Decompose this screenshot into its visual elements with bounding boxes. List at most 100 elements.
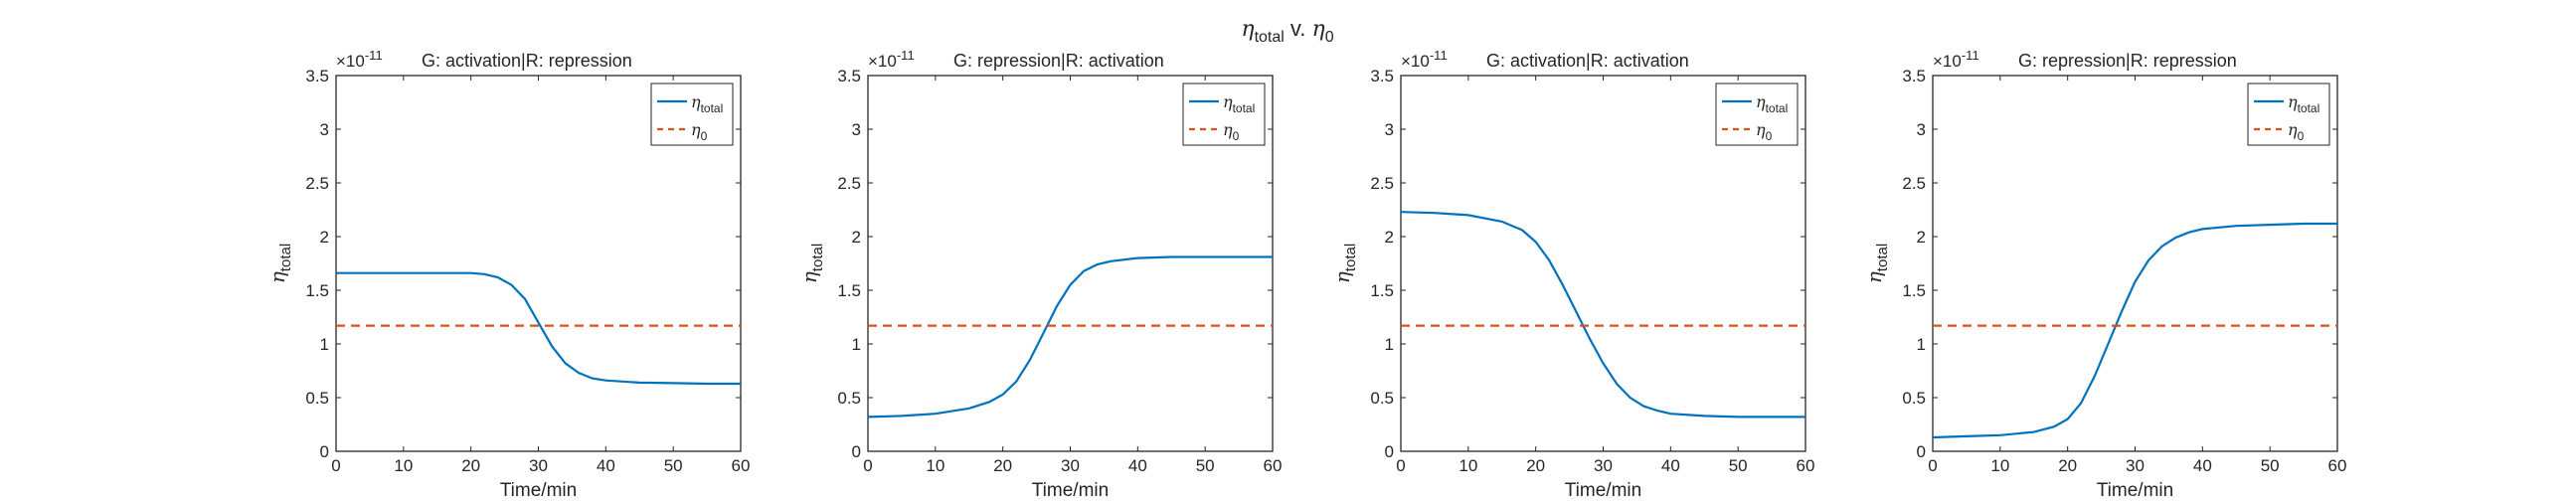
- y-tick-label: 2: [852, 228, 861, 247]
- y-tick-label: 0: [320, 442, 329, 461]
- x-tick-label: 0: [1928, 456, 1937, 475]
- y-tick-label: 1: [1917, 335, 1926, 354]
- y-axis-label: ηtotal: [797, 244, 826, 283]
- y-exponent-label: ×10-11: [1401, 48, 1448, 71]
- y-tick-label: 0.5: [837, 389, 861, 408]
- y-tick-label: 2: [320, 228, 329, 247]
- x-tick-label: 30: [529, 456, 548, 475]
- y-tick-label: 2.5: [1902, 174, 1926, 193]
- x-tick-label: 10: [926, 456, 945, 475]
- legend: ηtotal η0: [650, 83, 734, 146]
- x-tick-label: 50: [2261, 456, 2280, 475]
- y-tick-label: 2.5: [1370, 174, 1394, 193]
- y-exponent-label: ×10-11: [1933, 48, 1979, 71]
- y-axis-label: ηtotal: [265, 244, 294, 283]
- y-tick-label: 1.5: [837, 281, 861, 300]
- y-exponent-label: ×10-11: [336, 48, 383, 71]
- legend-entry: ηtotal: [691, 92, 723, 115]
- y-tick-label: 3.5: [305, 67, 329, 85]
- x-tick-label: 10: [1459, 456, 1477, 475]
- y-tick-label: 0.5: [1370, 389, 1394, 408]
- chart-title: G: activation|R: activation: [1486, 51, 1689, 71]
- x-tick-label: 40: [1661, 456, 1680, 475]
- y-tick-label: 3: [1917, 120, 1926, 139]
- x-tick-label: 10: [1990, 456, 2009, 475]
- y-tick-label: 0.5: [1902, 389, 1926, 408]
- legend-entry: η0: [1756, 120, 1773, 143]
- series-line-eta-total: [1932, 222, 2337, 439]
- x-axis-label: Time/min: [1565, 480, 1641, 501]
- x-tick-label: 50: [1196, 456, 1215, 475]
- y-tick-label: 1: [320, 335, 329, 354]
- y-tick-label: 0.5: [305, 389, 329, 408]
- legend-entry: η0: [2288, 120, 2305, 143]
- x-tick-label: 50: [664, 456, 683, 475]
- legend-box: [2247, 83, 2330, 146]
- legend-entry: η0: [1223, 120, 1240, 143]
- legend-box: [650, 83, 734, 146]
- y-tick-label: 2: [1385, 228, 1394, 247]
- series-line-eta-total: [867, 255, 1273, 419]
- chart-panel-3: 0 10 20 30 40 50 60 0 0.5 1 1.5 2 2.5 3 3.5 ×10-11 G: ac…: [1330, 48, 1814, 501]
- x-tick-label: 60: [1797, 456, 1815, 475]
- chart-title: G: activation|R: repression: [422, 51, 632, 71]
- y-tick-label: 0: [1917, 442, 1926, 461]
- x-axis-label: Time/min: [1032, 480, 1109, 501]
- legend-box: [1715, 83, 1799, 146]
- y-tick-label: 3.5: [1370, 67, 1394, 85]
- x-tick-label: 0: [331, 456, 340, 475]
- x-tick-label: 0: [1396, 456, 1405, 475]
- chart-panel-4: 0 10 20 30 40 50 60 0 0.5 1 1.5 2 2.5 3 3.5 ×10-11 G: re…: [1862, 48, 2346, 501]
- legend-entry: ηtotal: [1223, 92, 1255, 115]
- x-tick-label: 30: [2126, 456, 2145, 475]
- y-tick-label: 3.5: [837, 67, 861, 85]
- x-tick-label: 20: [461, 456, 480, 475]
- legend: ηtotal η0: [1715, 83, 1799, 146]
- y-tick-label: 1.5: [305, 281, 329, 300]
- y-tick-label: 1: [1385, 335, 1394, 354]
- series-line-eta-total: [336, 271, 741, 386]
- y-tick-label: 3: [320, 120, 329, 139]
- legend-entry: ηtotal: [1756, 92, 1788, 115]
- legend: ηtotal η0: [2247, 83, 2330, 146]
- legend-entry: ηtotal: [2288, 92, 2319, 115]
- chart-title: G: repression|R: activation: [953, 51, 1164, 71]
- x-axis-label: Time/min: [500, 480, 577, 501]
- x-tick-label: 60: [1264, 456, 1283, 475]
- x-axis-label: Time/min: [2097, 480, 2173, 501]
- x-tick-label: 30: [1594, 456, 1613, 475]
- legend-entry: η0: [691, 120, 708, 143]
- y-tick-label: 3: [1385, 120, 1394, 139]
- y-tick-label: 2.5: [837, 174, 861, 193]
- y-tick-label: 2: [1917, 228, 1926, 247]
- x-tick-label: 0: [863, 456, 872, 475]
- chart-panel-1: 0 10 20 30 40 50 60 0 0.5 1 1.5 2 2.5 3 3.5 ×10-11 G: ac…: [265, 48, 750, 501]
- y-tick-label: 2.5: [305, 174, 329, 193]
- x-tick-label: 40: [1128, 456, 1147, 475]
- x-tick-label: 40: [2193, 456, 2212, 475]
- x-tick-label: 20: [2058, 456, 2077, 475]
- y-axis-label: ηtotal: [1862, 244, 1891, 283]
- y-tick-label: 1: [852, 335, 861, 354]
- x-tick-label: 40: [597, 456, 615, 475]
- y-tick-label: 0: [852, 442, 861, 461]
- x-tick-label: 50: [1729, 456, 1748, 475]
- x-tick-label: 60: [2328, 456, 2347, 475]
- legend: ηtotal η0: [1182, 83, 1266, 146]
- y-tick-label: 1.5: [1370, 281, 1394, 300]
- figure-title: ηtotal v. η0: [1241, 16, 1333, 46]
- legend-box: [1182, 83, 1266, 146]
- y-tick-label: 1.5: [1902, 281, 1926, 300]
- y-tick-label: 0: [1385, 442, 1394, 461]
- chart-title: G: repression|R: repression: [2018, 51, 2237, 71]
- x-tick-label: 20: [993, 456, 1012, 475]
- x-tick-label: 30: [1061, 456, 1080, 475]
- y-tick-label: 3: [852, 120, 861, 139]
- x-tick-label: 20: [1526, 456, 1545, 475]
- series-line-eta-total: [1400, 211, 1805, 419]
- y-axis-label: ηtotal: [1330, 244, 1359, 283]
- y-exponent-label: ×10-11: [868, 48, 915, 71]
- y-tick-label: 3.5: [1902, 67, 1926, 85]
- x-tick-label: 10: [394, 456, 413, 475]
